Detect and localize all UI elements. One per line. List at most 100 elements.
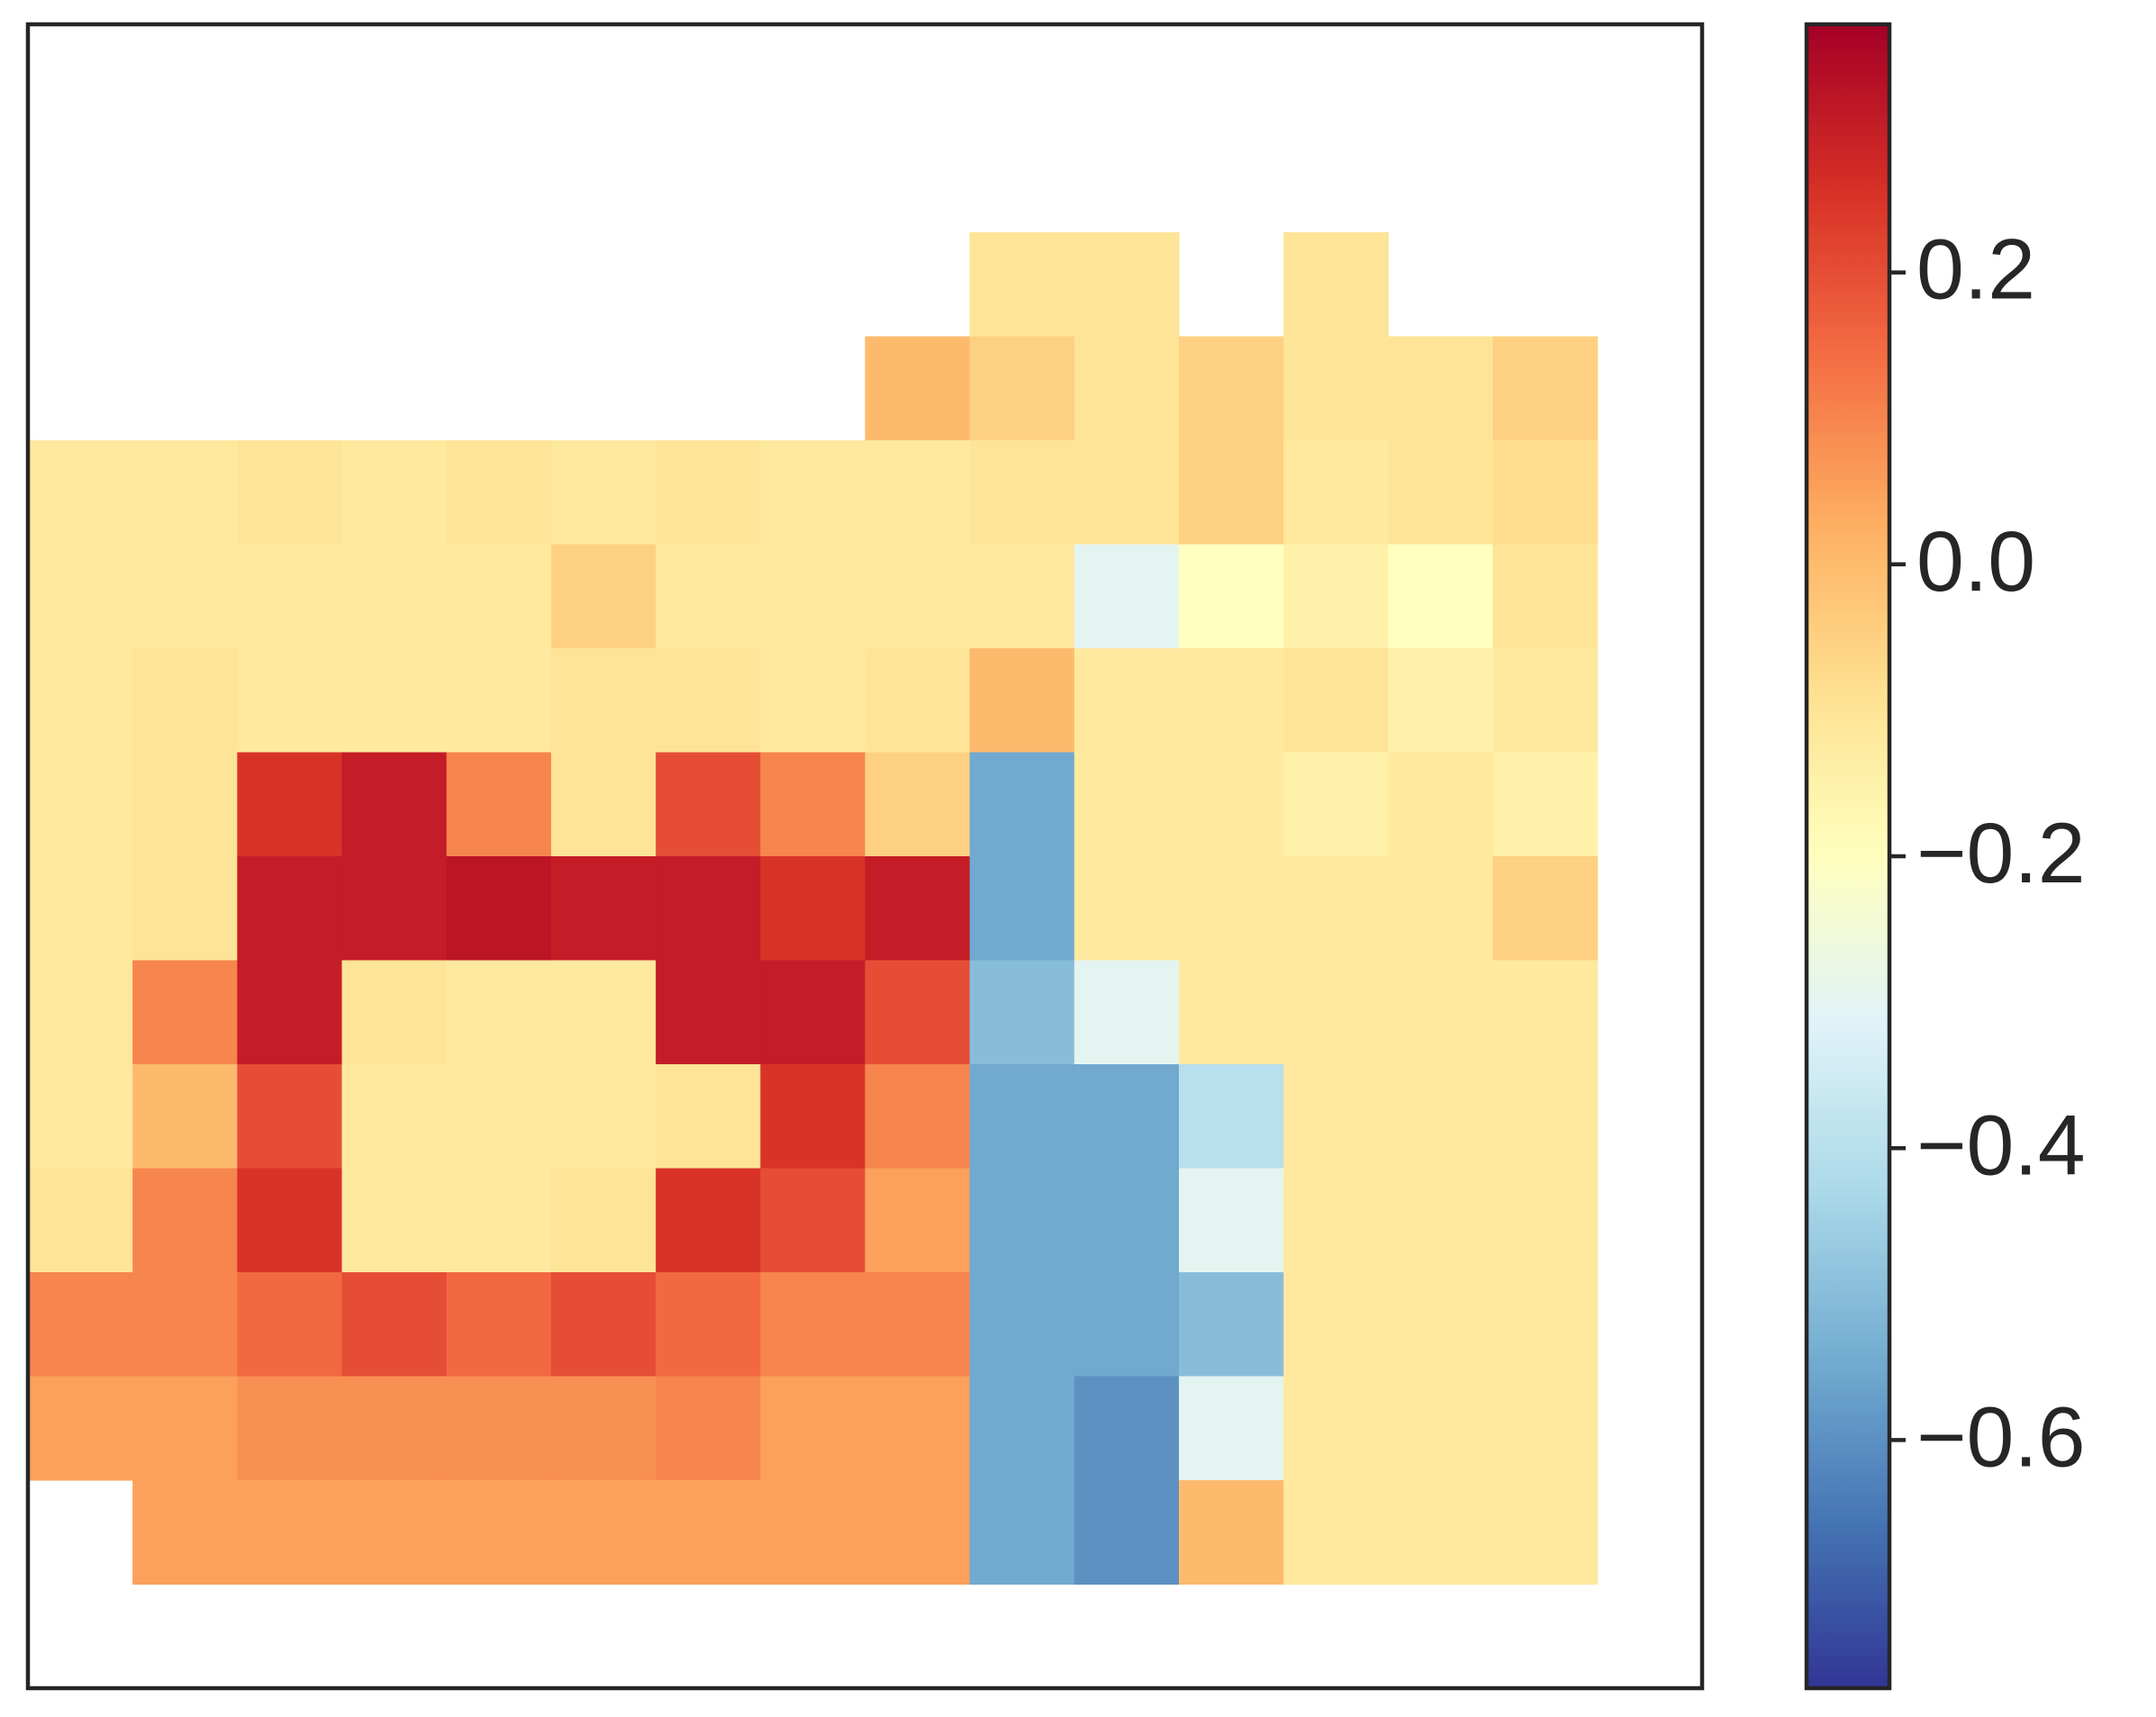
heat-cell	[1388, 856, 1494, 961]
heat-cell	[1283, 232, 1389, 337]
heat-cell	[969, 440, 1075, 545]
heat-cell	[237, 648, 343, 753]
heat-cell	[446, 1376, 552, 1481]
heat-cell	[28, 1272, 133, 1377]
heat-cell	[237, 856, 343, 961]
heat-cell	[28, 1064, 133, 1169]
heat-cell	[656, 1376, 761, 1481]
heat-cell	[237, 1272, 343, 1377]
heat-cell	[446, 1480, 552, 1585]
heat-cell	[237, 1376, 343, 1481]
heat-cell	[132, 1376, 238, 1481]
heat-cell	[1179, 1272, 1284, 1377]
heat-cell	[237, 1168, 343, 1273]
heat-cell	[865, 1168, 971, 1273]
heat-cell	[865, 1480, 971, 1585]
heat-cell	[760, 1168, 865, 1273]
heat-cell	[132, 648, 238, 753]
heat-cell	[865, 1272, 971, 1377]
heat-cell	[1073, 1480, 1180, 1585]
heat-cell	[1492, 1272, 1599, 1377]
heat-cell	[132, 960, 238, 1065]
heat-cell	[132, 856, 238, 961]
heat-cell	[132, 1168, 238, 1273]
heat-cell	[1179, 544, 1284, 649]
heat-cell	[865, 1376, 971, 1481]
heat-cell	[1179, 752, 1284, 857]
heat-cell	[341, 752, 448, 857]
plot-frame	[25, 22, 1705, 1691]
heat-cell	[1073, 336, 1180, 441]
heat-cell	[550, 1272, 657, 1377]
heat-cell	[1179, 1064, 1284, 1169]
heat-cell	[1179, 1480, 1284, 1585]
heat-cell	[28, 752, 133, 857]
heat-cell	[969, 648, 1075, 753]
heat-cell	[656, 544, 761, 649]
heat-cell	[656, 1064, 761, 1169]
heat-cell	[760, 544, 865, 649]
heat-cell	[237, 752, 343, 857]
heat-cell	[28, 440, 133, 545]
heat-cell	[1492, 960, 1599, 1065]
heat-cell	[969, 544, 1075, 649]
heat-cell	[1073, 544, 1180, 649]
heat-cell	[1492, 1064, 1599, 1169]
heat-cell	[1179, 336, 1284, 441]
heat-cell	[1283, 648, 1389, 753]
heat-cell	[865, 440, 971, 545]
heat-cell	[865, 960, 971, 1065]
heat-cell	[132, 1480, 238, 1585]
heat-cell	[1388, 1064, 1494, 1169]
heat-cell	[132, 1272, 238, 1377]
heat-cell	[969, 752, 1075, 857]
heat-cell	[1073, 232, 1180, 337]
heat-cell	[1283, 1376, 1389, 1481]
heat-cell	[865, 336, 971, 441]
heat-cell	[132, 1064, 238, 1169]
heat-cell	[1283, 960, 1389, 1065]
heat-cell	[760, 752, 865, 857]
heat-cell	[1283, 1272, 1389, 1377]
heat-cell	[28, 1168, 133, 1273]
colorbar-tick-label: −0.6	[1916, 1390, 2086, 1486]
heat-cell	[969, 232, 1075, 337]
heat-cell	[969, 1064, 1075, 1169]
heat-cell	[237, 440, 343, 545]
heat-cell	[1492, 544, 1599, 649]
heat-cell	[132, 752, 238, 857]
heat-cell	[760, 1480, 865, 1585]
heat-cell	[760, 648, 865, 753]
heat-cell	[1388, 1168, 1494, 1273]
heat-cell	[1492, 1168, 1599, 1273]
heat-cell	[969, 856, 1075, 961]
heat-cell	[865, 544, 971, 649]
heat-cell	[865, 1064, 971, 1169]
heat-cell	[1283, 1480, 1389, 1585]
heat-cell	[969, 336, 1075, 441]
heat-cell	[1388, 1376, 1494, 1481]
heat-cell	[1073, 1376, 1180, 1481]
heat-cell	[656, 752, 761, 857]
heat-cell	[656, 440, 761, 545]
heat-cell	[237, 1064, 343, 1169]
heat-cell	[1492, 1480, 1599, 1585]
heat-cell	[1179, 960, 1284, 1065]
heat-cell	[865, 648, 971, 753]
heat-cell	[656, 648, 761, 753]
heat-cell	[1492, 440, 1599, 545]
heat-cell	[28, 648, 133, 753]
heat-cell	[341, 1064, 448, 1169]
heat-cell	[28, 960, 133, 1065]
heat-cell	[969, 960, 1075, 1065]
heat-cell	[550, 440, 657, 545]
heat-cell	[760, 960, 865, 1065]
heat-cell	[550, 856, 657, 961]
heat-cell	[656, 1480, 761, 1585]
heat-cell	[550, 1168, 657, 1273]
heat-cell	[237, 1480, 343, 1585]
heat-cell	[865, 752, 971, 857]
heat-cell	[1179, 648, 1284, 753]
heat-cell	[446, 752, 552, 857]
